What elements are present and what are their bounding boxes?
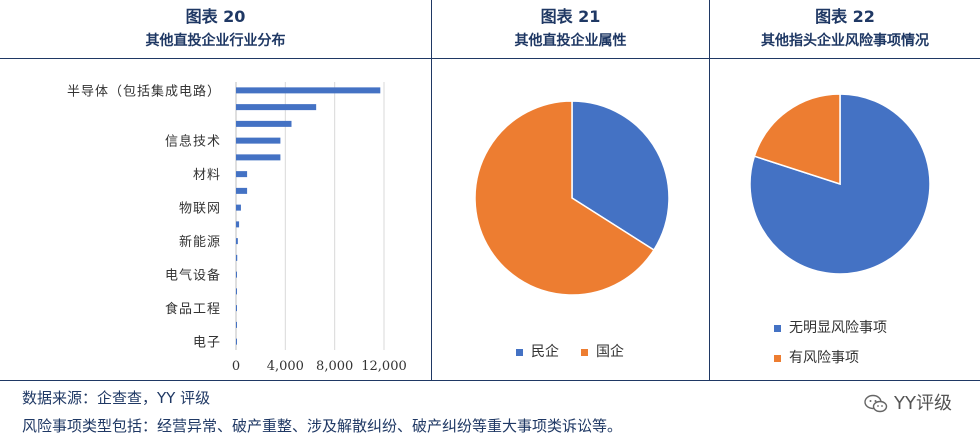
panel-title: 图表 22 其他指头企业风险事项情况 [710,0,980,59]
legend-item: 民企 [516,341,559,361]
panel-title: 图表 20 其他直投企业行业分布 [0,0,431,59]
category-label: 食品工程 [165,301,221,317]
bar [236,321,237,328]
x-tick-label: 0 [232,359,240,374]
bar [236,137,281,144]
bar [236,204,241,211]
legend-swatch [774,324,781,332]
legend-label: 有风险事项 [789,350,859,366]
category-label: 物联网 [179,202,221,217]
source-note: 数据来源：企查查，YY 评级 [22,389,211,407]
category-label: 电气设备 [165,268,221,284]
bar [236,171,248,178]
bar [236,238,238,245]
risk-definition-note: 风险事项类型包括：经营异常、破产重整、涉及解散纠纷、破产纠纷等重大事项类诉讼等。 [22,417,623,435]
legend-item: 无明显风险事项 [774,313,887,343]
legend-swatch [774,354,781,362]
panel-title: 图表 21 其他直投企业属性 [432,0,709,59]
figure-subtitle: 其他指头企业风险事项情况 [761,33,929,49]
category-label: 材料 [193,168,221,183]
bar [236,254,238,261]
figure-number: 图表 21 [540,7,601,26]
bar [236,305,237,312]
category-label: 新能源 [179,234,221,250]
risk-pie-chart [749,93,931,275]
panel-risk-status: 图表 22 其他指头企业风险事项情况 无明显风险事项 有风险事项 [710,0,980,380]
legend-item: 有风险事项 [774,343,887,373]
brand-name: YY评级 [894,393,952,414]
risk-legend: 无明显风险事项 有风险事项 [774,313,887,373]
x-tick-label: 4,000 [267,359,304,374]
bar [236,338,237,345]
bar [236,87,381,94]
panel-industry-distribution: 图表 20 其他直投企业行业分布 0 4,000 8,000 12,000 半导体（包括… [0,0,432,380]
pie-slice [474,100,655,296]
figure-number: 图表 22 [815,7,875,26]
bar [236,154,281,161]
bar [236,221,240,228]
brand-mark: YY评级 [864,389,952,415]
legend-label: 无明显风险事项 [789,320,887,336]
bar [236,271,237,278]
legend-label: 民企 [531,344,559,360]
attribute-legend: 民企 国企 [516,341,646,361]
bar [236,104,317,111]
wechat-icon [864,394,888,413]
legend-item: 国企 [581,341,624,361]
x-tick-label: 12,000 [361,359,407,374]
figure-subtitle: 其他直投企业行业分布 [145,33,286,49]
legend-swatch [516,348,523,356]
industry-bar-chart: 0 4,000 8,000 12,000 半导体（包括集成电路） 信息技术材料物联网新能源… [67,82,407,374]
attribute-pie-chart [474,100,670,296]
x-tick-label: 8,000 [316,359,353,374]
category-label: 信息技术 [165,134,221,150]
bar [236,187,248,194]
bar [236,288,237,295]
figure-subtitle: 其他直投企业属性 [514,33,627,49]
figure-number: 图表 20 [185,7,246,26]
legend-label: 国企 [596,344,624,360]
panel-company-attribute: 图表 21 其他直投企业属性 民企 国企 [432,0,710,380]
category-label: 半导体（包括集成电路） [67,83,221,99]
pie-slice [753,93,841,186]
legend-swatch [581,348,588,356]
category-label: 电子 [193,336,221,351]
footer-divider [0,380,980,381]
bar [236,120,292,127]
